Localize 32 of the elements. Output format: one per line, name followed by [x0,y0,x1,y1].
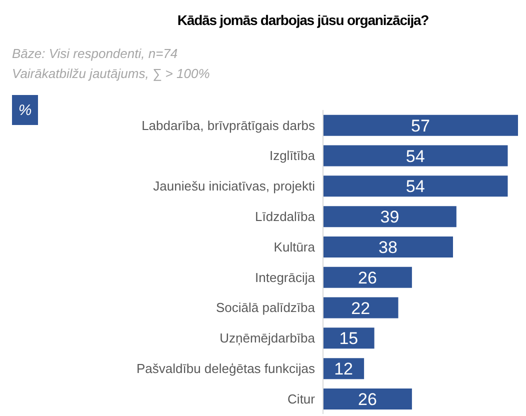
y-tick-label: Jauniešu iniciatīvas, projekti [153,178,316,194]
y-tick-label: Integrācija [255,270,316,285]
data-label: 12 [334,360,353,379]
data-label: 54 [406,177,425,196]
data-label: 26 [358,390,377,409]
percent-badge: % [12,95,38,125]
chart-title: Kādās jomās darbojas jūsu organizācija? [176,12,430,28]
data-label: 57 [411,116,430,136]
data-label: 54 [406,146,425,166]
y-tick-label: Līdzdalība [255,209,316,224]
y-tick-label: Pašvaldību deleģētas funkcijas [136,361,316,376]
y-tick-label: Citur [288,391,316,406]
y-tick-label: Sociālā palīdzība [216,300,316,316]
bar [323,176,508,197]
y-tick-label: Uzņēmējdarbība [220,330,316,346]
y-tick-label: Izglītība [269,148,316,164]
data-label: 26 [358,268,377,288]
y-tick-label: Labdarība, brīvprātīgais darbs [142,118,316,133]
bar [323,297,398,318]
data-label: 22 [351,298,370,318]
data-label: 39 [380,208,400,227]
bar [323,145,508,166]
bar [323,236,453,258]
data-label: 15 [339,329,358,348]
bar [323,328,374,349]
y-tick-label: Kultūra [274,239,316,254]
data-label: 38 [378,238,398,257]
bar [323,266,412,288]
bar [323,206,456,228]
bar [323,388,412,410]
bar [323,114,518,136]
text: Bāze: Visi respondenti, n=74 Vairākatbilžu jautājums, ∑ > 100% [12,45,210,83]
